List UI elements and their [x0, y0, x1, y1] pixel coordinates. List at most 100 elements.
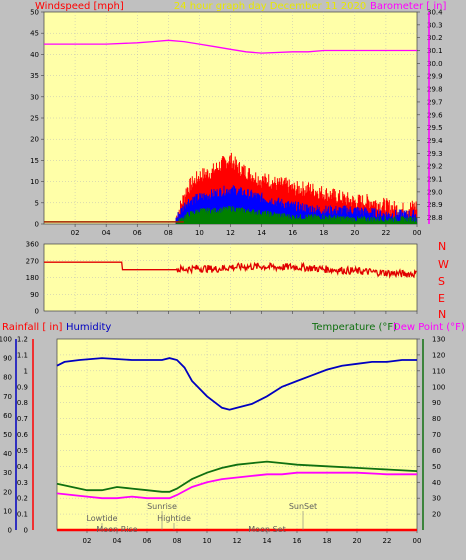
temperature-tick-label: 60	[432, 447, 441, 455]
compass-n-bottom: N	[438, 308, 446, 321]
x-tick-label: 20	[350, 229, 359, 237]
humidity-tick-label: 60	[3, 412, 12, 420]
temperature-tick-label: 70	[432, 431, 441, 439]
barometer-tick-label: 29.8	[427, 86, 443, 94]
event-label: Moon Rise	[96, 525, 137, 534]
wind-y-tick-label: 0	[35, 221, 39, 229]
wind-y-tick-label: 40	[30, 51, 39, 59]
rainfall-tick-label: 0.3	[17, 479, 28, 487]
barometer-tick-label: 29.2	[427, 163, 443, 171]
barometer-tick-label: 30.3	[427, 21, 443, 29]
rainfall-tick-label: 1.2	[17, 336, 28, 344]
x-tick-label: 06	[133, 229, 142, 237]
barometer-tick-label: 30.4	[427, 9, 443, 17]
rainfall-tick-label: 0.6	[17, 431, 29, 439]
temperature-tick-label: 100	[432, 383, 445, 391]
temperature-tick-label: 20	[432, 511, 441, 519]
barometer-tick-label: 29.3	[427, 150, 443, 158]
barometer-tick-label: 29.0	[427, 188, 443, 196]
x-tick-label: 12	[233, 537, 242, 545]
temperature-tick-label: 120	[432, 351, 445, 359]
temperature-tick-label: 110	[432, 367, 445, 375]
direction-tick-label: 90	[30, 291, 39, 299]
wind-low-series	[175, 205, 418, 224]
humidity-tick-label: 90	[3, 355, 12, 363]
x-tick-label: 06	[143, 537, 152, 545]
wind-y-tick-label: 50	[30, 9, 39, 17]
direction-tick-label: 360	[26, 241, 39, 249]
temperature-axis-title: Temperature (°F)	[311, 322, 397, 333]
x-tick-label: 00	[413, 229, 422, 237]
barometer-series	[44, 39, 417, 54]
x-tick-label: 18	[323, 537, 332, 545]
x-tick-label: 08	[173, 537, 182, 545]
wind-y-tick-label: 15	[30, 157, 39, 165]
dewpoint-series	[56, 471, 417, 500]
temperature-tick-label: 40	[432, 479, 441, 487]
barometer-tick-label: 28.9	[427, 201, 443, 209]
rainfall-tick-label: 0.5	[17, 447, 28, 455]
temperature-tick-label: 50	[432, 463, 441, 471]
barometer-tick-label: 29.5	[427, 124, 443, 132]
rainfall-tick-label: 0.4	[17, 463, 29, 471]
barometer-tick-label: 29.4	[427, 137, 443, 145]
rainfall-tick-label: 0.7	[17, 415, 28, 423]
compass-s: S	[438, 275, 445, 288]
direction-tick-label: 180	[26, 274, 39, 282]
event-label: Sunrise	[147, 502, 177, 511]
barometer-axis-title: Barometer [ in]	[370, 1, 446, 12]
humidity-series	[56, 357, 417, 411]
event-label: Lowtide	[86, 514, 117, 523]
rainfall-tick-label: 0.2	[17, 495, 28, 503]
rainfall-axis-title: Rainfall [ in]	[2, 322, 63, 333]
event-label: Moon Set	[248, 525, 285, 534]
x-tick-label: 08	[164, 229, 173, 237]
x-tick-label: 00	[413, 537, 422, 545]
humidity-tick-label: 40	[3, 450, 12, 458]
wind-y-tick-label: 20	[30, 136, 39, 144]
rainfall-tick-label: 1.1	[17, 351, 28, 359]
chart-title: 24 hour graph day December 11 2020	[174, 1, 366, 12]
humidity-tick-label: 70	[3, 393, 12, 401]
x-tick-label: 14	[263, 537, 272, 545]
compass-w: W	[438, 258, 449, 271]
barometer-tick-label: 30.2	[427, 34, 443, 42]
dewpoint-axis-title: Dew Point (°F)	[393, 322, 465, 333]
x-tick-label: 02	[71, 229, 80, 237]
temperature-tick-label: 30	[432, 495, 441, 503]
x-tick-label: 18	[319, 229, 328, 237]
wind-y-tick-label: 5	[35, 199, 39, 207]
wind-y-tick-label: 45	[30, 30, 39, 38]
wind-direction-series	[44, 261, 417, 279]
x-tick-label: 10	[195, 229, 204, 237]
x-tick-label: 20	[353, 537, 362, 545]
direction-tick-label: 0	[35, 308, 39, 316]
x-tick-label: 12	[226, 229, 235, 237]
rainfall-tick-label: 0.1	[17, 511, 28, 519]
wind-y-tick-label: 25	[30, 115, 39, 123]
humidity-tick-label: 50	[3, 431, 12, 439]
x-tick-label: 04	[102, 229, 111, 237]
temperature-tick-label: 130	[432, 336, 445, 344]
humidity-tick-label: 80	[3, 374, 12, 382]
barometer-tick-label: 29.9	[427, 73, 443, 81]
humidity-tick-label: 10	[3, 507, 12, 515]
x-tick-label: 16	[288, 229, 297, 237]
humidity-tick-label: 100	[0, 336, 12, 344]
barometer-tick-label: 29.1	[427, 176, 443, 184]
windspeed-axis-title: Windspeed [mph]	[35, 1, 124, 12]
compass-n-top: N	[438, 240, 446, 253]
barometer-tick-label: 30.1	[427, 47, 443, 55]
barometer-tick-label: 29.6	[427, 111, 443, 119]
barometer-tick-label: 28.8	[427, 214, 443, 222]
wind-y-tick-label: 30	[30, 93, 39, 101]
temperature-series	[56, 460, 418, 493]
event-markers: Lowtide Moon Rise Sunrise Hightide SunSet Moo…	[86, 502, 317, 534]
x-tick-label: 10	[203, 537, 212, 545]
barometer-tick-label: 29.7	[427, 98, 443, 106]
rainfall-tick-label: 0.9	[17, 383, 28, 391]
x-tick-label: 14	[257, 229, 266, 237]
rainfall-tick-label: 0	[24, 527, 28, 535]
direction-tick-label: 270	[26, 257, 39, 265]
